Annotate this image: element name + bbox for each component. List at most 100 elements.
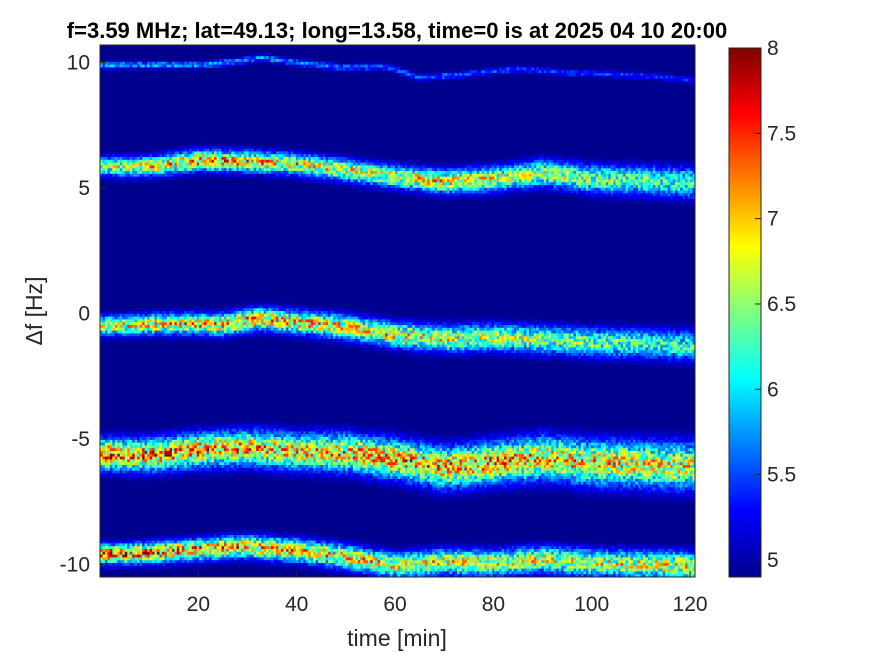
- heatmap-cell: [171, 551, 175, 556]
- heatmap-cell: [216, 459, 220, 463]
- heatmap-cell: [211, 159, 215, 164]
- heatmap-cell: [152, 445, 156, 449]
- heatmap-cell: [233, 154, 237, 158]
- heatmap-cell: [214, 543, 218, 547]
- heatmap-cell: [171, 339, 175, 343]
- heatmap-cell: [104, 448, 109, 452]
- heatmap-cell: [226, 327, 230, 332]
- heatmap-cell: [157, 179, 161, 183]
- heatmap-cell: [204, 319, 208, 323]
- heatmap-cell: [226, 445, 230, 449]
- heatmap-cell: [228, 437, 232, 441]
- heatmap-cell: [147, 162, 151, 166]
- heatmap-cell: [181, 311, 185, 315]
- heatmap-cell: [157, 560, 161, 564]
- heatmap-cell: [171, 165, 175, 169]
- heatmap-cell: [243, 322, 247, 326]
- heatmap-cell: [129, 442, 133, 446]
- heatmap-cell: [196, 470, 200, 474]
- heatmap-cell: [194, 336, 198, 340]
- heatmap-cell: [191, 313, 195, 318]
- heatmap-cell: [231, 459, 235, 463]
- heatmap-cell: [122, 154, 126, 158]
- heatmap-cell: [124, 330, 128, 334]
- heatmap-cell: [191, 549, 195, 553]
- heatmap-cell: [201, 168, 205, 172]
- heatmap-cell: [124, 451, 128, 455]
- heatmap-cell: [169, 470, 173, 474]
- heatmap-cell: [179, 145, 183, 150]
- heatmap-cell: [154, 325, 158, 329]
- heatmap-cell: [169, 456, 173, 460]
- heatmap-cell: [214, 537, 218, 542]
- heatmap-cell: [211, 325, 215, 329]
- heatmap-cell: [124, 431, 128, 435]
- heatmap-cell: [199, 325, 203, 329]
- heatmap-cell: [216, 551, 220, 556]
- heatmap-cell: [107, 554, 111, 558]
- heatmap-cell: [154, 459, 158, 463]
- heatmap-cell: [169, 462, 173, 466]
- heatmap-cell: [100, 568, 104, 572]
- heatmap-cell: [246, 434, 250, 438]
- heatmap-cell: [223, 431, 228, 435]
- heatmap-cell: [139, 470, 143, 474]
- heatmap-cell: [226, 336, 230, 340]
- heatmap-cell: [147, 327, 151, 332]
- heatmap-cell: [201, 470, 205, 474]
- heatmap-cell: [233, 551, 237, 556]
- heatmap-cell: [134, 565, 138, 570]
- heatmap-cell: [248, 311, 252, 315]
- heatmap-cell: [122, 67, 126, 71]
- heatmap-cell: [248, 316, 252, 320]
- heatmap-cell: [214, 437, 218, 441]
- heatmap-cell: [144, 339, 148, 343]
- heatmap-cell: [154, 465, 158, 469]
- heatmap-cell: [184, 467, 188, 472]
- heatmap-cell: [127, 445, 131, 449]
- heatmap-cell: [161, 565, 166, 570]
- heatmap-cell: [233, 311, 237, 315]
- heatmap-cell: [228, 540, 232, 544]
- heatmap-cell: [221, 333, 225, 337]
- heatmap-cell: [137, 551, 141, 556]
- heatmap-cell: [233, 459, 237, 463]
- heatmap-cell: [191, 423, 195, 427]
- heatmap-cell: [157, 171, 161, 175]
- heatmap-cell: [256, 148, 260, 152]
- heatmap-cell: [107, 316, 111, 320]
- heatmap-cell: [243, 470, 247, 474]
- heatmap-cell: [189, 336, 193, 340]
- heatmap-cell: [238, 154, 242, 158]
- heatmap-cell: [139, 540, 143, 544]
- heatmap-cell: [243, 157, 247, 161]
- heatmap-cell: [134, 563, 138, 567]
- heatmap-cell: [216, 442, 220, 446]
- heatmap-cell: [114, 168, 118, 172]
- heatmap-cell: [201, 59, 205, 63]
- heatmap-cell: [124, 554, 128, 558]
- heatmap-cell: [191, 442, 195, 446]
- heatmap-cell: [226, 563, 230, 567]
- heatmap-cell: [139, 428, 143, 432]
- heatmap-cell: [251, 325, 255, 329]
- heatmap-cell: [209, 459, 213, 463]
- heatmap-cell: [129, 459, 133, 463]
- heatmap-cell: [201, 154, 205, 158]
- heatmap-cell: [226, 465, 230, 469]
- heatmap-cell: [154, 476, 158, 480]
- heatmap-cell: [109, 476, 113, 480]
- heatmap-cell: [132, 560, 136, 564]
- heatmap-cell: [149, 537, 153, 542]
- heatmap-cell: [211, 445, 215, 449]
- heatmap-cell: [114, 64, 118, 68]
- heatmap-cell: [186, 159, 190, 164]
- heatmap-cell: [211, 171, 215, 175]
- heatmap-cell: [179, 431, 183, 435]
- heatmap-cell: [102, 442, 106, 446]
- heatmap-cell: [238, 434, 242, 438]
- heatmap-cell: [241, 145, 245, 150]
- heatmap-cell: [251, 319, 255, 323]
- heatmap-cell: [139, 313, 143, 318]
- heatmap-cell: [179, 442, 183, 446]
